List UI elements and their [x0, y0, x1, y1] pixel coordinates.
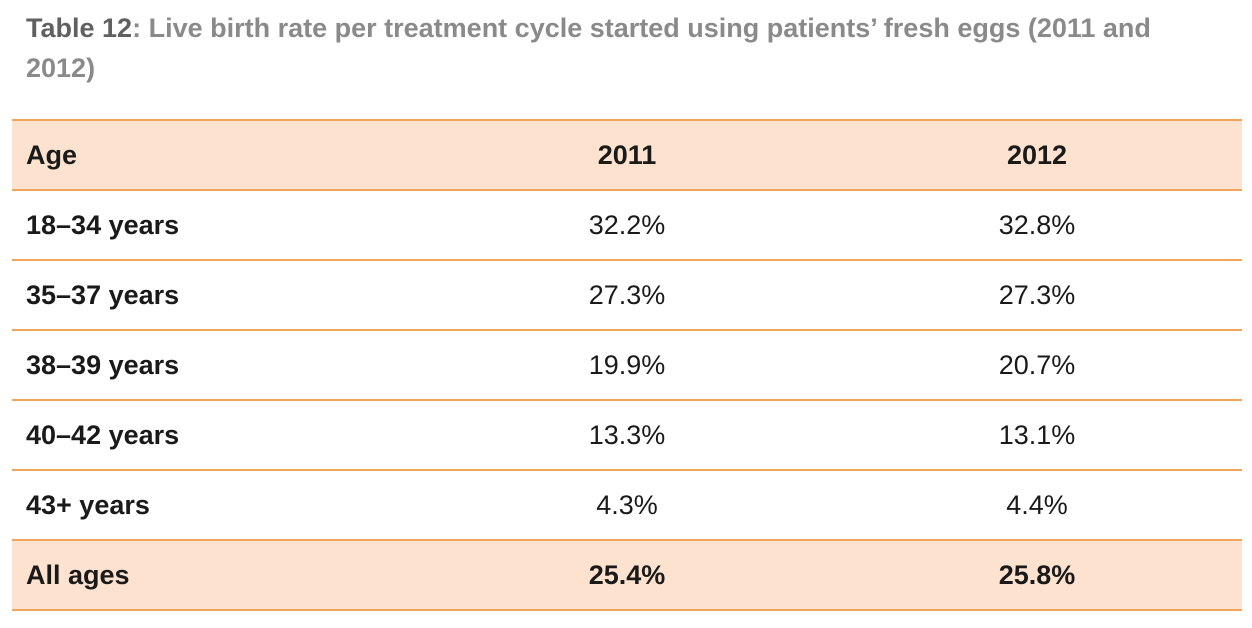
table-row: 43+ years 4.3% 4.4%: [12, 469, 1242, 540]
column-header-2011: 2011: [422, 119, 832, 190]
column-header-age: Age: [12, 119, 422, 190]
rate-2012-cell: 27.3%: [832, 259, 1242, 330]
age-group-cell: 35–37 years: [12, 259, 422, 330]
live-birth-rate-table: Age 2011 2012 18–34 years 32.2% 32.8% 35…: [12, 119, 1242, 611]
rate-2011-cell: 27.3%: [422, 259, 832, 330]
age-group-cell: 43+ years: [12, 469, 422, 540]
table-number: Table 12: [26, 13, 133, 43]
total-2011-cell: 25.4%: [422, 539, 832, 611]
rate-2011-cell: 13.3%: [422, 399, 832, 470]
rate-2012-cell: 13.1%: [832, 399, 1242, 470]
table-row: 40–42 years 13.3% 13.1%: [12, 399, 1242, 470]
total-2012-cell: 25.8%: [832, 539, 1242, 611]
rate-2011-cell: 4.3%: [422, 469, 832, 540]
table-row: 35–37 years 27.3% 27.3%: [12, 259, 1242, 330]
total-label-cell: All ages: [12, 539, 422, 611]
rate-2012-cell: 4.4%: [832, 469, 1242, 540]
table-caption: Table 12: Live birth rate per treatment …: [26, 8, 1216, 88]
table-row: 18–34 years 32.2% 32.8%: [12, 189, 1242, 260]
rate-2012-cell: 20.7%: [832, 329, 1242, 400]
table-header-row: Age 2011 2012: [12, 119, 1242, 190]
table-total-row: All ages 25.4% 25.8%: [12, 539, 1242, 611]
age-group-cell: 40–42 years: [12, 399, 422, 470]
table-row: 38–39 years 19.9% 20.7%: [12, 329, 1242, 400]
rate-2011-cell: 32.2%: [422, 189, 832, 260]
rate-2011-cell: 19.9%: [422, 329, 832, 400]
age-group-cell: 38–39 years: [12, 329, 422, 400]
caption-separator: :: [132, 13, 142, 43]
age-group-cell: 18–34 years: [12, 189, 422, 260]
caption-text: Live birth rate per treatment cycle star…: [26, 13, 1151, 83]
column-header-2012: 2012: [832, 119, 1242, 190]
rate-2012-cell: 32.8%: [832, 189, 1242, 260]
